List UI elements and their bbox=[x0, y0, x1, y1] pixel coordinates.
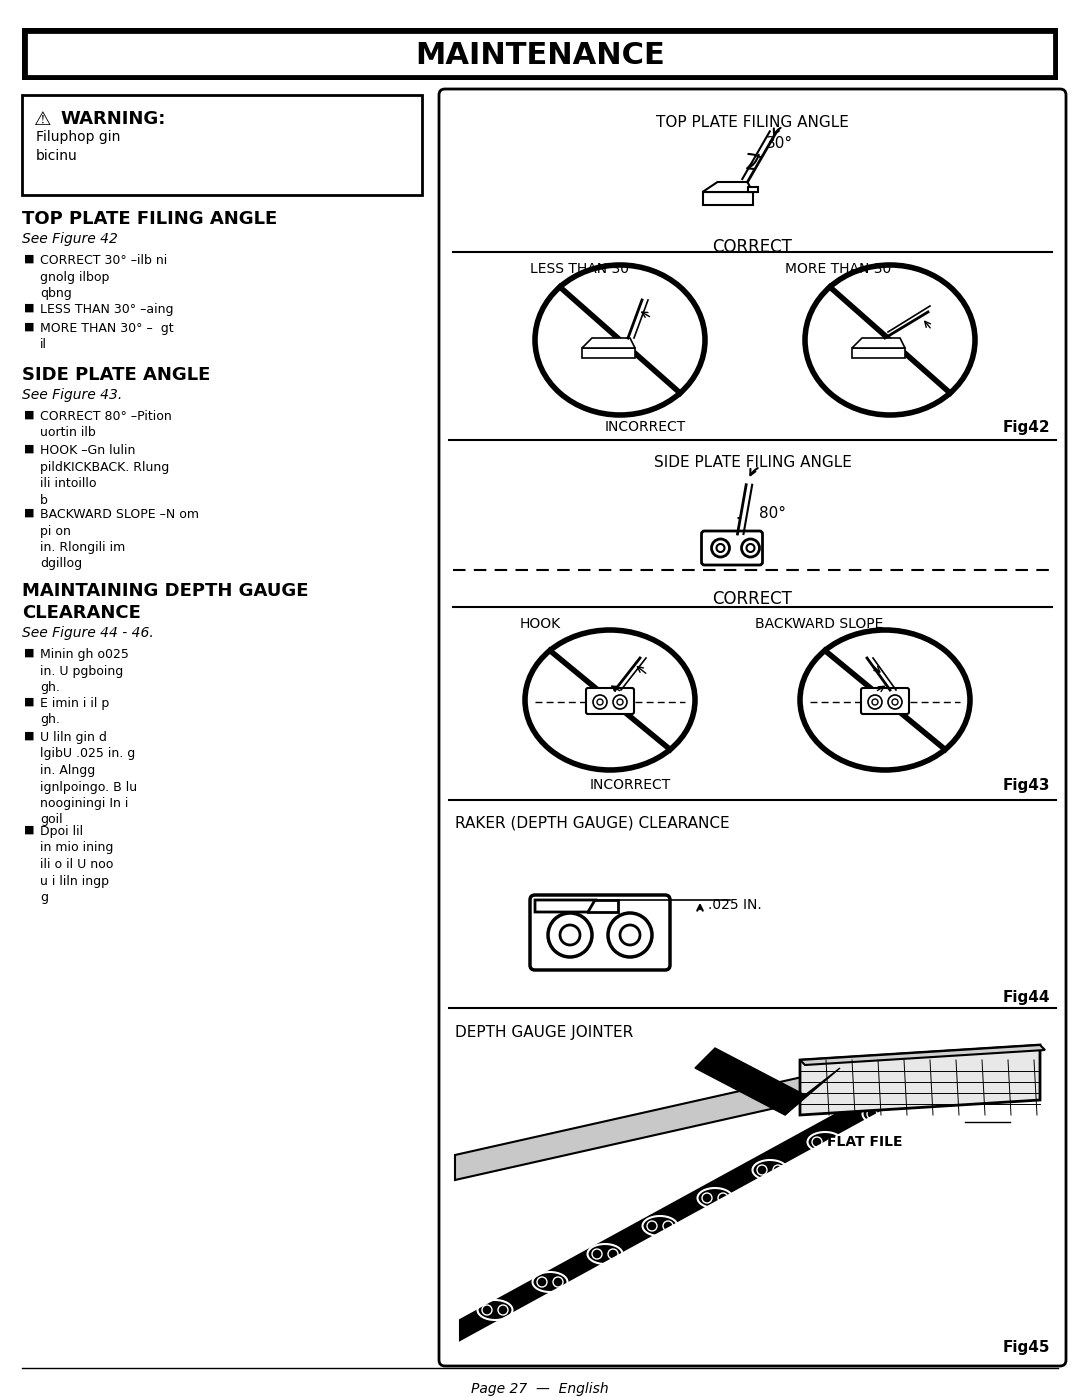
Text: ■: ■ bbox=[24, 444, 35, 454]
Text: TOP PLATE FILING ANGLE: TOP PLATE FILING ANGLE bbox=[22, 210, 278, 228]
Text: See Figure 42: See Figure 42 bbox=[22, 232, 118, 246]
Text: LESS THAN 30° –aing: LESS THAN 30° –aing bbox=[40, 303, 174, 316]
Text: ■: ■ bbox=[24, 409, 35, 420]
Text: ■: ■ bbox=[24, 731, 35, 740]
Text: ■: ■ bbox=[24, 509, 35, 518]
Text: U liln gin d
lgibU .025 in. g
in. Alngg
ignlpoingo. B lu
nooginingi In i
goil: U liln gin d lgibU .025 in. g in. Alngg … bbox=[40, 731, 137, 827]
FancyBboxPatch shape bbox=[438, 89, 1066, 1366]
Text: DEPTH GAUGE JOINTER: DEPTH GAUGE JOINTER bbox=[455, 1025, 633, 1039]
Polygon shape bbox=[582, 338, 635, 348]
FancyBboxPatch shape bbox=[702, 531, 762, 564]
Text: E imin i il p
gh.: E imin i il p gh. bbox=[40, 697, 109, 726]
Polygon shape bbox=[696, 1048, 805, 1115]
Bar bbox=[22, 28, 1058, 80]
Text: BACKWARD SLOPE: BACKWARD SLOPE bbox=[755, 617, 883, 631]
Text: Filuphop gin
bicinu: Filuphop gin bicinu bbox=[36, 130, 120, 163]
Text: 30°: 30° bbox=[766, 137, 793, 151]
Polygon shape bbox=[460, 1060, 935, 1340]
Text: CLEARANCE: CLEARANCE bbox=[22, 604, 140, 622]
Polygon shape bbox=[455, 1055, 900, 1180]
Text: LESS THAN 30°: LESS THAN 30° bbox=[530, 263, 636, 277]
Text: See Figure 43.: See Figure 43. bbox=[22, 388, 122, 402]
Text: INCORRECT: INCORRECT bbox=[590, 778, 671, 792]
Text: CORRECT: CORRECT bbox=[713, 590, 793, 608]
Text: MAINTAINING DEPTH GAUGE: MAINTAINING DEPTH GAUGE bbox=[22, 583, 309, 599]
Text: See Figure 44 - 46.: See Figure 44 - 46. bbox=[22, 626, 153, 640]
Text: WARNING:: WARNING: bbox=[60, 110, 165, 129]
Text: ■: ■ bbox=[24, 648, 35, 658]
Text: BACKWARD SLOPE –N om
pi on
in. Rlongili im
dgillog: BACKWARD SLOPE –N om pi on in. Rlongili … bbox=[40, 509, 199, 570]
FancyBboxPatch shape bbox=[586, 687, 634, 714]
Polygon shape bbox=[800, 1045, 1040, 1115]
Text: SIDE PLATE FILING ANGLE: SIDE PLATE FILING ANGLE bbox=[653, 455, 851, 469]
Text: MAINTENANCE: MAINTENANCE bbox=[415, 41, 665, 70]
Text: Page 27  —  English: Page 27 — English bbox=[471, 1382, 609, 1396]
Text: CORRECT 30° –ilb ni
gnolg ilbop
qbng: CORRECT 30° –ilb ni gnolg ilbop qbng bbox=[40, 254, 167, 300]
Text: Minin gh o025
in. U pgboing
gh.: Minin gh o025 in. U pgboing gh. bbox=[40, 648, 129, 694]
Text: HOOK: HOOK bbox=[519, 617, 562, 631]
Text: Fig44: Fig44 bbox=[1002, 990, 1050, 1004]
Polygon shape bbox=[852, 348, 905, 358]
Text: FLAT FILE: FLAT FILE bbox=[827, 1134, 903, 1148]
Text: SIDE PLATE ANGLE: SIDE PLATE ANGLE bbox=[22, 366, 211, 384]
Text: MORE THAN 30°: MORE THAN 30° bbox=[785, 263, 899, 277]
FancyBboxPatch shape bbox=[530, 895, 670, 970]
Polygon shape bbox=[535, 900, 595, 912]
Bar bbox=[22, 95, 422, 196]
Text: TOP PLATE FILING ANGLE: TOP PLATE FILING ANGLE bbox=[656, 115, 849, 130]
Polygon shape bbox=[702, 182, 753, 191]
Text: RAKER (DEPTH GAUGE) CLEARANCE: RAKER (DEPTH GAUGE) CLEARANCE bbox=[455, 814, 730, 830]
Text: 80°: 80° bbox=[759, 507, 786, 521]
Text: ■: ■ bbox=[24, 826, 35, 835]
Text: Fig43: Fig43 bbox=[1002, 778, 1050, 793]
Polygon shape bbox=[588, 900, 618, 912]
Text: ■: ■ bbox=[24, 321, 35, 332]
Text: .025 IN.: .025 IN. bbox=[708, 898, 761, 912]
Polygon shape bbox=[747, 187, 757, 191]
Text: ⚠: ⚠ bbox=[33, 110, 52, 129]
FancyBboxPatch shape bbox=[861, 687, 909, 714]
Text: CORRECT 80° –Pition
uortin ilb: CORRECT 80° –Pition uortin ilb bbox=[40, 409, 172, 440]
Text: HOOK –Gn lulin
pildKICKBACK. Rlung
ili intoillo
b: HOOK –Gn lulin pildKICKBACK. Rlung ili i… bbox=[40, 444, 170, 507]
Polygon shape bbox=[702, 191, 753, 205]
Text: Dpoi lil
in mio ining
ili o il U noo
u i liln ingp
g: Dpoi lil in mio ining ili o il U noo u i… bbox=[40, 826, 113, 904]
Polygon shape bbox=[852, 338, 905, 348]
Text: CORRECT: CORRECT bbox=[713, 237, 793, 256]
Polygon shape bbox=[582, 348, 635, 358]
Text: ■: ■ bbox=[24, 303, 35, 313]
Text: MORE THAN 30° –  gt
il: MORE THAN 30° – gt il bbox=[40, 321, 174, 352]
Polygon shape bbox=[800, 1045, 1045, 1065]
Text: Fig42: Fig42 bbox=[1002, 420, 1050, 434]
Text: ■: ■ bbox=[24, 697, 35, 707]
Polygon shape bbox=[785, 1067, 840, 1115]
Text: Fig45: Fig45 bbox=[1002, 1340, 1050, 1355]
Bar bbox=[26, 32, 1054, 75]
Text: INCORRECT: INCORRECT bbox=[605, 420, 686, 434]
Text: ■: ■ bbox=[24, 254, 35, 264]
